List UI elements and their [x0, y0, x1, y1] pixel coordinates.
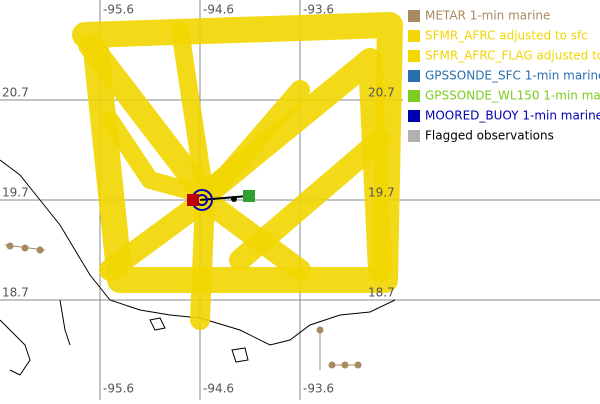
legend: METAR 1-min marine SFMR_AFRC adjusted to … — [403, 3, 600, 147]
legend-swatch — [408, 70, 420, 82]
lon-label: -95.6 — [103, 382, 134, 396]
legend-label: SFMR_AFRC adjusted to sfc — [425, 29, 588, 43]
metar-obs — [4, 242, 362, 370]
legend-label: GPSSONDE_SFC 1-min marine — [425, 69, 600, 83]
legend-label: Flagged observations — [425, 129, 554, 143]
legend-label: SFMR_AFRC_FLAG adjusted to sfc — [425, 49, 600, 63]
lon-label: -95.6 — [103, 3, 134, 17]
lat-label: 19.7 — [2, 186, 29, 200]
lon-label: -93.6 — [303, 3, 334, 17]
lat-label: 19.7 — [368, 186, 395, 200]
lon-label: -94.6 — [203, 382, 234, 396]
lat-label: 20.7 — [368, 86, 395, 100]
lat-label: 18.7 — [2, 286, 29, 300]
lat-label: 18.7 — [368, 286, 395, 300]
storm-center — [187, 189, 255, 211]
lon-label: -93.6 — [303, 382, 334, 396]
lat-label: 20.7 — [2, 86, 29, 100]
legend-swatch — [408, 30, 420, 42]
legend-label: GPSSONDE_WL150 1-min marine — [425, 89, 600, 103]
coordinate-labels: -95.6 -94.6 -93.6 -95.6 -94.6 -93.6 20.7… — [2, 3, 395, 396]
legend-label: METAR 1-min marine — [425, 9, 550, 23]
legend-swatch — [408, 50, 420, 62]
legend-box — [403, 3, 600, 147]
legend-swatch — [408, 90, 420, 102]
lon-label: -94.6 — [203, 3, 234, 17]
legend-swatch — [408, 10, 420, 22]
legend-swatch — [408, 110, 420, 122]
legend-label: MOORED_BUOY 1-min marine — [425, 109, 600, 123]
coastline — [0, 159, 396, 376]
legend-swatch — [408, 130, 420, 142]
